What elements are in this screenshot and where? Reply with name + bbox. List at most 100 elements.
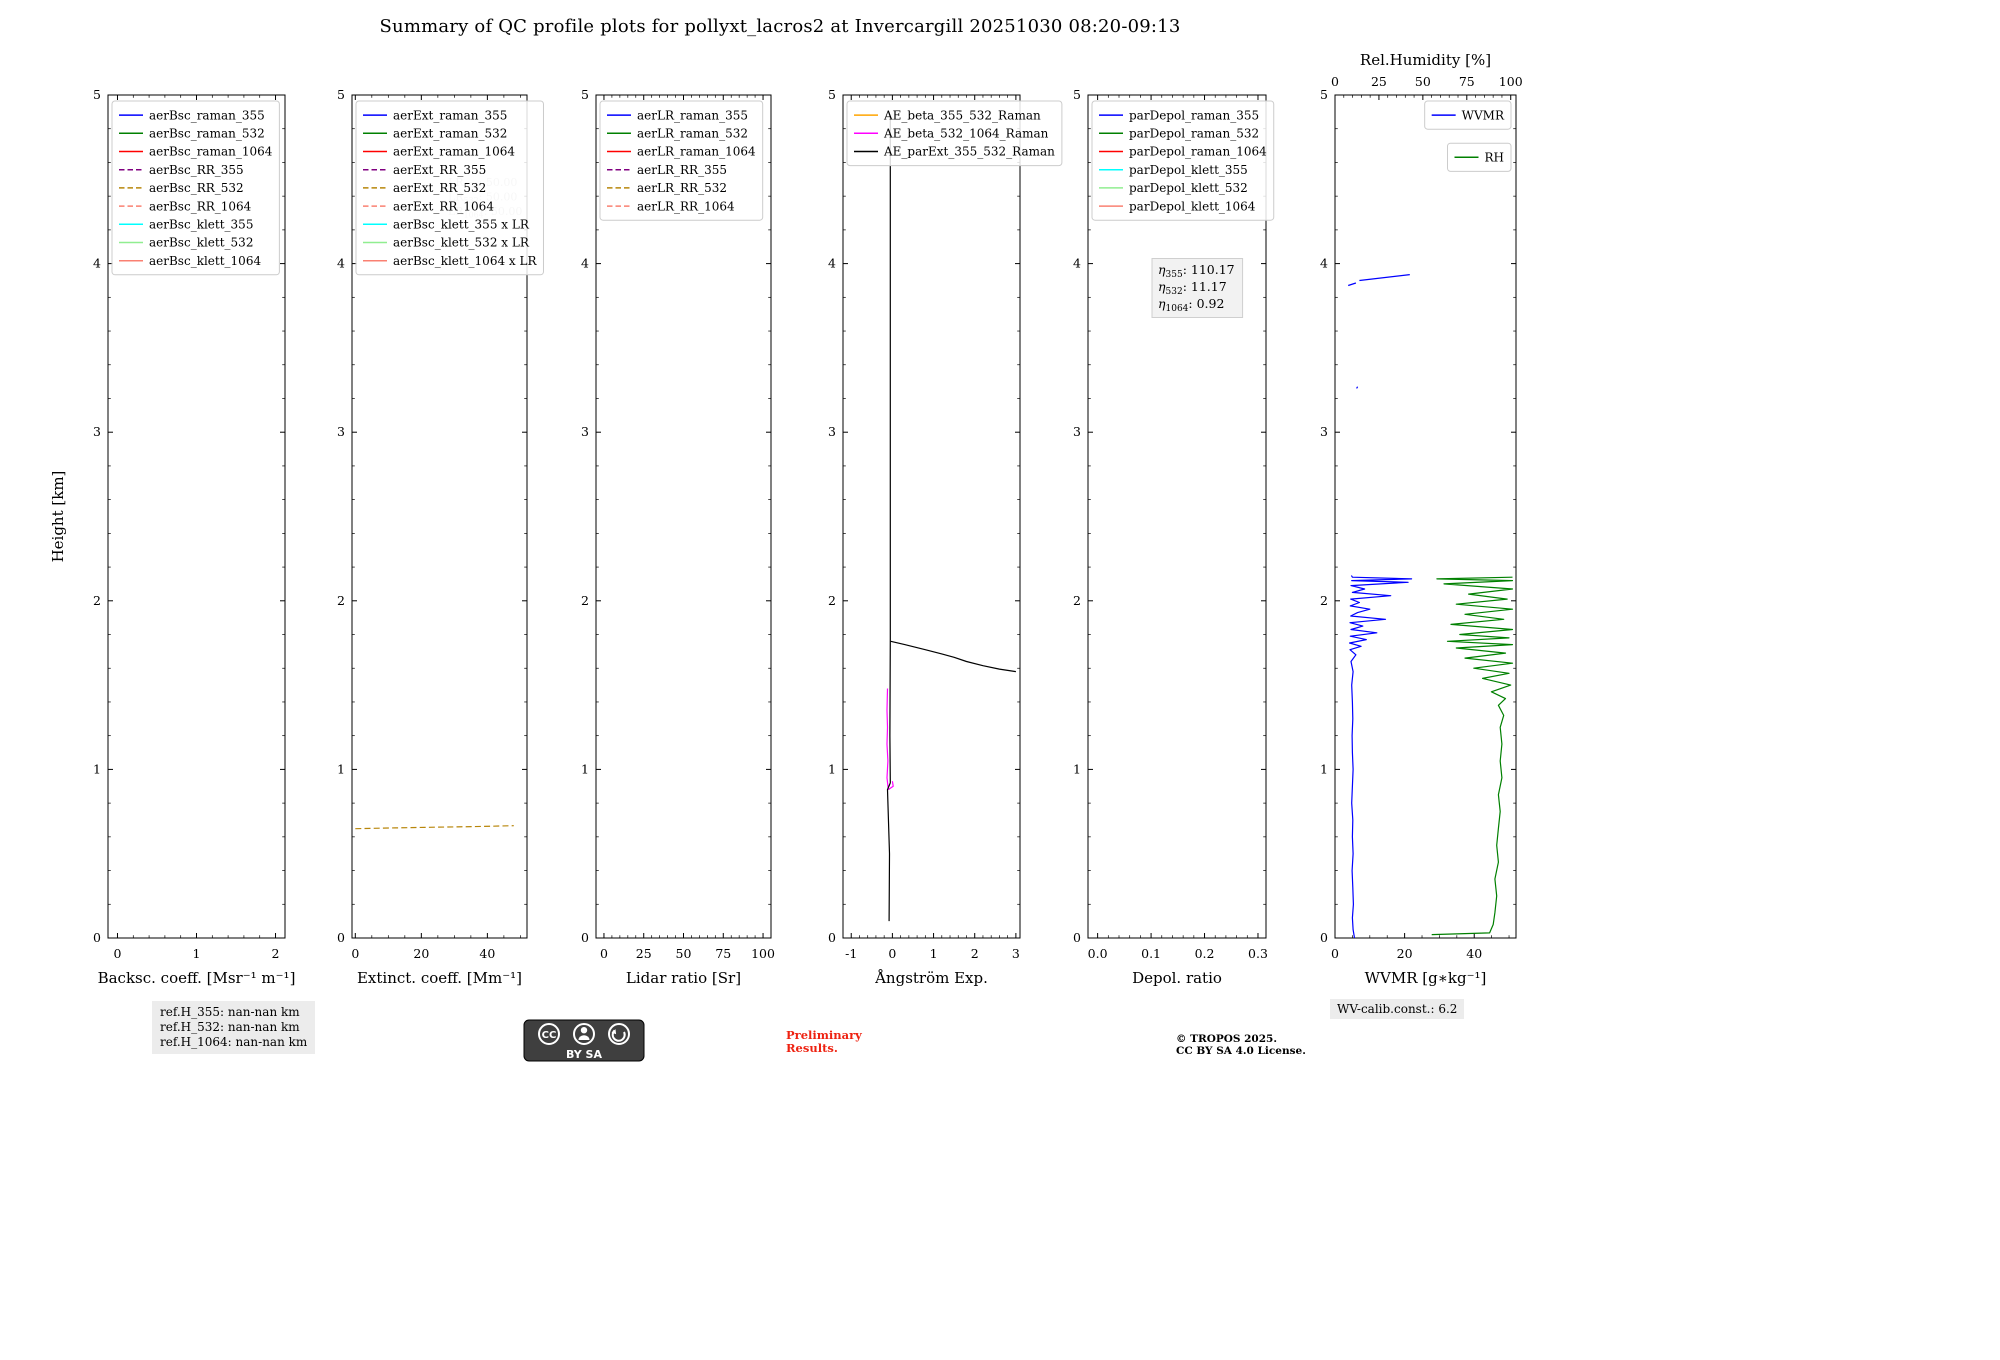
svg-text:-1: -1 <box>845 946 857 961</box>
svg-text:0: 0 <box>828 930 836 945</box>
svg-text:0: 0 <box>1331 74 1339 89</box>
svg-text:aerBsc_klett_355: aerBsc_klett_355 <box>149 218 253 232</box>
svg-text:3: 3 <box>1073 424 1081 439</box>
subplot-angstroem: 0 1 2 3 4 5 -1 0 1 2 3 Ångström Exp. AE_beta_355_532… <box>828 87 1063 987</box>
svg-text:aerExt_raman_1064: aerExt_raman_1064 <box>393 145 515 159</box>
svg-text:RH: RH <box>1485 151 1505 165</box>
cc-badge-label: BY SA <box>566 1048 603 1061</box>
svg-text:aerExt_RR_532: aerExt_RR_532 <box>393 181 486 195</box>
svg-text:aerLR_raman_355: aerLR_raman_355 <box>637 108 748 122</box>
svg-text:2: 2 <box>581 593 589 608</box>
svg-text:aerBsc_RR_532: aerBsc_RR_532 <box>149 181 244 195</box>
wv-calib-note: WV-calib.const.: 6.2 <box>1330 999 1465 1019</box>
svg-text:Backsc. coeff. [Msr⁻¹ m⁻¹]: Backsc. coeff. [Msr⁻¹ m⁻¹] <box>98 969 296 987</box>
svg-text:Height [km]: Height [km] <box>49 471 67 563</box>
ref-h-355: ref.H_355: nan-nan km <box>160 1005 300 1019</box>
svg-text:η1064: 0.92: η1064: 0.92 <box>1158 296 1224 314</box>
svg-text:AE_parExt_355_532_Raman: AE_parExt_355_532_Raman <box>883 145 1055 159</box>
series-AE_beta_532_1064_Raman <box>886 688 894 791</box>
svg-text:40: 40 <box>479 946 495 961</box>
legend-wvmr: RH <box>1447 142 1512 172</box>
svg-text:aerExt_raman_355: aerExt_raman_355 <box>393 108 507 122</box>
svg-text:0: 0 <box>337 930 345 945</box>
svg-text:0: 0 <box>93 930 101 945</box>
svg-text:4: 4 <box>581 256 589 271</box>
svg-text:parDepol_klett_1064: parDepol_klett_1064 <box>1129 199 1256 213</box>
svg-text:aerExt_RR_1064: aerExt_RR_1064 <box>393 199 494 213</box>
svg-text:0.1: 0.1 <box>1141 946 1161 961</box>
svg-text:Depol. ratio: Depol. ratio <box>1132 969 1222 987</box>
svg-text:aerBsc_RR_355: aerBsc_RR_355 <box>149 163 244 177</box>
svg-text:aerBsc_klett_532: aerBsc_klett_532 <box>149 236 253 250</box>
svg-text:0: 0 <box>114 946 122 961</box>
svg-text:0: 0 <box>1320 930 1328 945</box>
cc-icon: CC <box>538 1023 560 1045</box>
legend-angstroem: AE_beta_355_532_Raman AE_beta_532_1064_Ra… <box>846 100 1063 167</box>
svg-text:1: 1 <box>930 946 938 961</box>
legend-lidar-ratio: aerLR_raman_355 aerLR_raman_532 aerLR_rama… <box>599 100 764 221</box>
svg-text:0: 0 <box>888 946 896 961</box>
svg-text:aerLR_RR_355: aerLR_RR_355 <box>637 163 727 177</box>
svg-text:3: 3 <box>93 424 101 439</box>
svg-text:WVMR [g∗kg⁻¹]: WVMR [g∗kg⁻¹] <box>1365 969 1487 987</box>
svg-text:1: 1 <box>93 761 101 776</box>
svg-text:25: 25 <box>1371 74 1387 89</box>
svg-text:3: 3 <box>828 424 836 439</box>
svg-text:5: 5 <box>1320 87 1328 102</box>
svg-text:1: 1 <box>581 761 589 776</box>
svg-text:5: 5 <box>828 87 836 102</box>
svg-text:2: 2 <box>272 946 280 961</box>
svg-text:2: 2 <box>93 593 101 608</box>
svg-text:aerLR_RR_532: aerLR_RR_532 <box>637 181 727 195</box>
cc-license-badge: CC BY SA <box>523 1019 645 1066</box>
legend-extinction: aerExt_raman_355 aerExt_raman_532 aerExt_r… <box>355 100 544 276</box>
svg-text:aerBsc_klett_532 x LR: aerBsc_klett_532 x LR <box>393 236 530 250</box>
svg-text:40: 40 <box>1466 946 1482 961</box>
svg-text:4: 4 <box>828 256 836 271</box>
svg-text:2: 2 <box>971 946 979 961</box>
svg-text:2: 2 <box>337 593 345 608</box>
share-alike-icon <box>608 1023 630 1045</box>
ref-h-532: ref.H_532: nan-nan km <box>160 1020 300 1034</box>
svg-text:aerBsc_raman_532: aerBsc_raman_532 <box>149 127 265 141</box>
svg-text:20: 20 <box>413 946 429 961</box>
preliminary-line-2: Results. <box>786 1041 838 1055</box>
svg-text:5: 5 <box>93 87 101 102</box>
svg-text:3: 3 <box>1012 946 1020 961</box>
svg-text:parDepol_raman_532: parDepol_raman_532 <box>1129 127 1259 141</box>
svg-text:3: 3 <box>1320 424 1328 439</box>
svg-text:1: 1 <box>1073 761 1081 776</box>
svg-text:Extinct. coeff. [Mm⁻¹]: Extinct. coeff. [Mm⁻¹] <box>357 969 522 987</box>
series-AE_parExt_355_532_Raman <box>886 116 1016 922</box>
svg-text:1: 1 <box>828 761 836 776</box>
subplot-backscatter: 0 1 2 3 4 5 0 1 2 Backsc. coeff. [Msr⁻¹ m⁻¹] aerBs… <box>93 87 295 987</box>
svg-text:2: 2 <box>1320 593 1328 608</box>
svg-text:50: 50 <box>1415 74 1431 89</box>
svg-text:Lidar ratio [Sr]: Lidar ratio [Sr] <box>626 969 741 987</box>
svg-text:Ångström Exp.: Ångström Exp. <box>874 969 988 987</box>
svg-text:4: 4 <box>93 256 101 271</box>
svg-text:0: 0 <box>1073 930 1081 945</box>
svg-text:1: 1 <box>337 761 345 776</box>
svg-text:CC: CC <box>542 1030 557 1041</box>
svg-text:parDepol_klett_355: parDepol_klett_355 <box>1129 163 1248 177</box>
ref-h-1064: ref.H_1064: nan-nan km <box>160 1035 308 1049</box>
svg-text:0: 0 <box>581 930 589 945</box>
svg-text:aerBsc_klett_1064 x LR: aerBsc_klett_1064 x LR <box>393 254 537 268</box>
svg-text:0.0: 0.0 <box>1088 946 1108 961</box>
svg-text:100: 100 <box>1499 74 1523 89</box>
svg-text:1: 1 <box>1320 761 1328 776</box>
svg-text:5: 5 <box>581 87 589 102</box>
copyright-note: © TROPOS 2025. CC BY SA 4.0 License. <box>1176 1033 1306 1057</box>
svg-text:0: 0 <box>600 946 608 961</box>
svg-text:4: 4 <box>1320 256 1328 271</box>
legend-backscatter: aerBsc_raman_355 aerBsc_raman_532 aerBsc_r… <box>111 100 280 276</box>
svg-text:AE_beta_355_532_Raman: AE_beta_355_532_Raman <box>883 108 1041 122</box>
svg-text:aerExt_RR_355: aerExt_RR_355 <box>393 163 486 177</box>
series-WVMR <box>1348 274 1413 938</box>
subplot-depol: 0 1 2 3 4 5 0.0 0.1 0.2 0.3 Depol. ratio η355: 110.… <box>1073 87 1275 987</box>
reference-height-box: ref.H_355: nan-nan km ref.H_532: nan-nan… <box>152 1001 316 1054</box>
